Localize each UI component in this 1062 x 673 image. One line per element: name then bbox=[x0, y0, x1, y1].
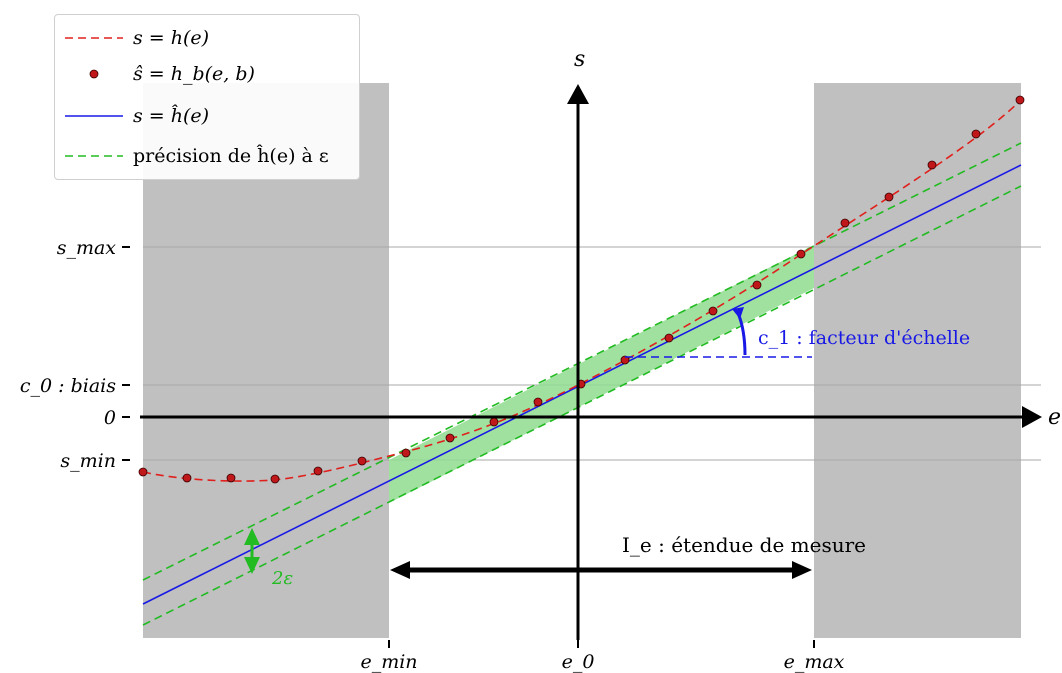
measurement-point bbox=[489, 417, 499, 427]
measurement-point bbox=[840, 218, 850, 228]
range-label: I_e : étendue de mesure bbox=[622, 533, 866, 557]
measurement-point bbox=[1015, 95, 1025, 105]
measurement-point bbox=[884, 192, 894, 202]
measurement-point bbox=[182, 473, 192, 483]
measurement-point bbox=[971, 129, 981, 139]
green-dashed-line-sample bbox=[65, 155, 123, 157]
precision-lower-bound bbox=[142, 185, 1022, 626]
legend-label-precision: précision de ĥ(e) à ε bbox=[133, 145, 329, 167]
legend-label-linear-model: s = ĥ(e) bbox=[133, 105, 210, 127]
legend-label-measurements: ŝ = h_b(e, b) bbox=[133, 63, 255, 85]
slope-arrow-head bbox=[732, 307, 744, 319]
epsilon-arrow-down bbox=[244, 557, 260, 574]
legend-item-precision: précision de ĥ(e) à ε bbox=[55, 141, 359, 171]
y-tick-label-s-min: s_min bbox=[60, 450, 116, 472]
measurement-points bbox=[138, 95, 1025, 484]
out-of-range-right-region bbox=[814, 83, 1021, 638]
red-dot-sample bbox=[89, 69, 99, 79]
legend: s = h(e) ŝ = h_b(e, b) s = ĥ(e) précisio… bbox=[54, 14, 360, 180]
x-axis-label: e bbox=[1048, 405, 1061, 430]
legend-label-true-curve: s = h(e) bbox=[133, 27, 210, 49]
measurement-point bbox=[357, 456, 367, 466]
x-tick-label-e0: e_0 bbox=[562, 651, 595, 673]
measurement-point bbox=[270, 474, 280, 484]
epsilon-arrow-up bbox=[244, 528, 260, 545]
x-tick-label-e-max: e_max bbox=[784, 651, 845, 673]
legend-item-true-curve: s = h(e) bbox=[55, 23, 359, 53]
measurement-point bbox=[752, 280, 762, 290]
y-axis-label: s bbox=[574, 47, 585, 72]
measurement-point bbox=[708, 306, 718, 316]
range-arrow-right bbox=[792, 561, 812, 579]
x-axis-arrow bbox=[1022, 406, 1042, 428]
blue-line-sample bbox=[65, 115, 123, 117]
measurement-point bbox=[226, 473, 236, 483]
measurement-point bbox=[664, 333, 674, 343]
y-tick-label-c0: c_0 : biais bbox=[20, 375, 116, 397]
measurement-point bbox=[401, 448, 411, 458]
y-axis-arrow bbox=[567, 84, 589, 104]
y-tick-label-s-max: s_max bbox=[57, 237, 117, 259]
epsilon-label: 2ε bbox=[271, 568, 293, 589]
measurement-point bbox=[796, 249, 806, 259]
measurement-point bbox=[445, 433, 455, 443]
red-dashed-line-sample bbox=[65, 37, 123, 39]
measurement-point bbox=[313, 466, 323, 476]
measurement-point bbox=[927, 160, 937, 170]
y-tick-label-zero: 0 bbox=[104, 407, 116, 429]
legend-item-linear-model: s = ĥ(e) bbox=[55, 101, 359, 131]
precision-upper-bound bbox=[142, 142, 1022, 581]
x-tick-label-e-min: e_min bbox=[360, 651, 417, 673]
measurement-point bbox=[533, 397, 543, 407]
legend-item-measurements: ŝ = h_b(e, b) bbox=[55, 59, 359, 89]
measurement-point bbox=[620, 355, 630, 365]
slope-label: c_1 : facteur d'échelle bbox=[758, 327, 970, 349]
measurement-point bbox=[138, 467, 148, 477]
range-arrow-left bbox=[390, 561, 410, 579]
